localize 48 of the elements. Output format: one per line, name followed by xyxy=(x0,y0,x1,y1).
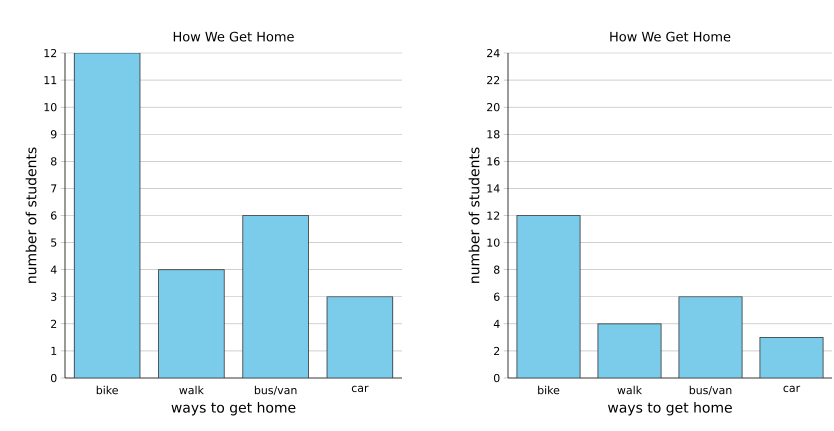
y-tick-label: 8 xyxy=(494,266,500,274)
y-tick-label: 11 xyxy=(44,76,56,84)
y-axis-title: number of students xyxy=(26,148,36,283)
y-tick-label: 4 xyxy=(494,320,500,328)
y-tick-label: 6 xyxy=(51,211,57,220)
x-tick-label: car xyxy=(352,386,368,392)
bar xyxy=(516,215,580,378)
y-tick-label: 5 xyxy=(51,238,56,247)
x-tick-label: bus/van xyxy=(690,386,732,396)
y-tick-label: 10 xyxy=(487,238,500,247)
y-tick-label: 8 xyxy=(51,157,56,166)
bar xyxy=(760,336,824,378)
chart-title: How We Get Home xyxy=(174,32,294,42)
x-tick-label: bus/van xyxy=(254,386,296,396)
y-tick-label: 6 xyxy=(494,292,500,301)
y-tick-label: 0 xyxy=(50,374,56,382)
y-tick-label: 20 xyxy=(487,103,500,112)
y-axis-title: number of students xyxy=(468,148,480,283)
bar xyxy=(678,296,742,378)
x-tick-label: walk xyxy=(179,386,204,394)
x-tick-label: car xyxy=(783,386,800,392)
bar xyxy=(242,215,309,378)
y-tick-label: 24 xyxy=(487,48,500,58)
chart-title: How We Get Home xyxy=(610,32,730,42)
x-tick-label: bike xyxy=(96,386,118,394)
y-tick-label: 1 xyxy=(51,346,56,355)
bar xyxy=(158,269,225,378)
y-tick-label: 18 xyxy=(487,130,500,138)
bar xyxy=(326,296,394,378)
y-tick-label: 12 xyxy=(487,211,500,220)
x-tick-label: walk xyxy=(617,386,642,394)
y-tick-label: 10 xyxy=(44,103,56,112)
y-tick-label: 22 xyxy=(487,76,500,84)
bar xyxy=(74,52,140,378)
y-tick-label: 4 xyxy=(50,266,57,274)
x-axis-title: ways to get home xyxy=(608,402,732,416)
y-tick-label: 3 xyxy=(51,292,56,301)
y-tick-label: 2 xyxy=(51,320,56,328)
bar xyxy=(598,323,662,378)
y-tick-label: 12 xyxy=(44,48,56,58)
y-tick-label: 14 xyxy=(487,184,500,192)
y-tick-label: 0 xyxy=(494,374,500,382)
y-tick-label: 9 xyxy=(50,130,56,138)
x-tick-label: bike xyxy=(538,386,560,394)
y-tick-label: 7 xyxy=(51,184,56,192)
y-tick-label: 2 xyxy=(494,346,500,355)
y-tick-label: 16 xyxy=(487,157,500,166)
x-axis-title: ways to get home xyxy=(171,402,296,416)
